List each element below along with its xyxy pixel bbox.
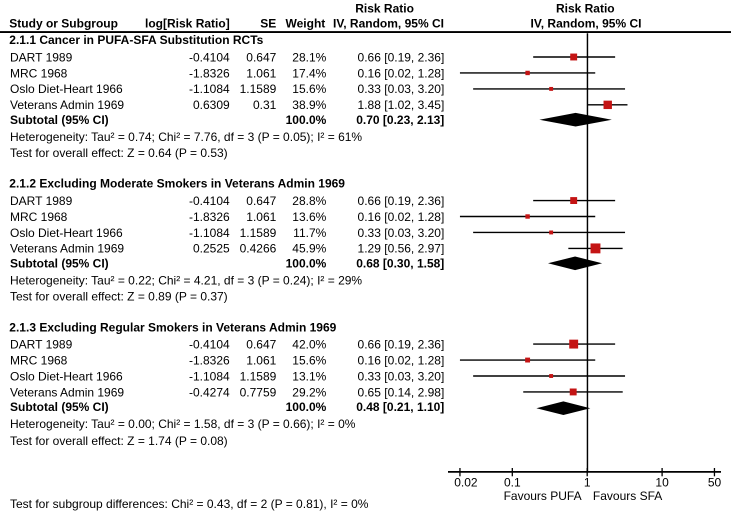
svg-text:0.68 [0.30, 1.58]: 0.68 [0.30, 1.58] (356, 256, 444, 270)
svg-text:0.16 [0.02, 1.28]: 0.16 [0.02, 1.28] (358, 66, 445, 80)
svg-text:1.1589: 1.1589 (240, 82, 277, 96)
svg-text:13.1%: 13.1% (292, 369, 326, 383)
svg-text:Test for subgroup differences:: Test for subgroup differences: Chi² = 0.… (10, 497, 369, 511)
svg-text:IV, Random, 95% CI: IV, Random, 95% CI (333, 16, 444, 30)
svg-text:Favours SFA: Favours SFA (593, 489, 662, 503)
svg-text:0.66 [0.19, 2.36]: 0.66 [0.19, 2.36] (358, 50, 445, 64)
svg-text:100.0%: 100.0% (286, 256, 327, 270)
svg-text:0.16 [0.02, 1.28]: 0.16 [0.02, 1.28] (358, 210, 445, 224)
svg-text:DART 1989: DART 1989 (10, 337, 73, 351)
svg-text:1.061: 1.061 (246, 210, 276, 224)
svg-text:log[Risk Ratio]: log[Risk Ratio] (145, 16, 230, 30)
svg-text:0.16 [0.02, 1.28]: 0.16 [0.02, 1.28] (358, 353, 445, 367)
svg-text:-1.1084: -1.1084 (189, 369, 230, 383)
svg-text:Test for overall effect: Z = 1: Test for overall effect: Z = 1.74 (P = 0… (10, 434, 228, 448)
svg-text:IV, Random, 95% CI: IV, Random, 95% CI (531, 16, 642, 30)
svg-text:Test for overall effect: Z = 0: Test for overall effect: Z = 0.89 (P = 0… (10, 290, 228, 304)
svg-text:1.29 [0.56, 2.97]: 1.29 [0.56, 2.97] (358, 242, 445, 256)
svg-text:Risk Ratio: Risk Ratio (556, 2, 615, 16)
svg-text:-1.8326: -1.8326 (189, 66, 230, 80)
svg-text:0.66 [0.19, 2.36]: 0.66 [0.19, 2.36] (358, 337, 445, 351)
svg-text:10: 10 (655, 475, 669, 489)
svg-text:Subtotal (95% CI): Subtotal (95% CI) (10, 113, 109, 127)
svg-text:Oslo Diet-Heart 1966: Oslo Diet-Heart 1966 (10, 82, 123, 96)
svg-text:Heterogeneity: Tau² = 0.00; Ch: Heterogeneity: Tau² = 0.00; Chi² = 1.58,… (10, 417, 356, 431)
svg-text:0.647: 0.647 (246, 50, 276, 64)
svg-text:-0.4104: -0.4104 (189, 337, 230, 351)
svg-text:100.0%: 100.0% (286, 113, 327, 127)
svg-text:0.33 [0.03, 3.20]: 0.33 [0.03, 3.20] (358, 82, 445, 96)
svg-text:42.0%: 42.0% (292, 337, 326, 351)
svg-text:-0.4274: -0.4274 (189, 385, 230, 399)
svg-text:Test for overall effect: Z = 0: Test for overall effect: Z = 0.64 (P = 0… (10, 146, 228, 160)
svg-text:0.647: 0.647 (246, 194, 276, 208)
svg-text:1.1589: 1.1589 (240, 369, 277, 383)
svg-text:0.31: 0.31 (253, 98, 277, 112)
svg-text:0.6309: 0.6309 (193, 98, 230, 112)
svg-text:15.6%: 15.6% (292, 82, 326, 96)
svg-text:DART 1989: DART 1989 (10, 194, 73, 208)
svg-text:0.65 [0.14, 2.98]: 0.65 [0.14, 2.98] (358, 385, 445, 399)
svg-text:Oslo Diet-Heart 1966: Oslo Diet-Heart 1966 (10, 369, 123, 383)
svg-text:0.48 [0.21, 1.10]: 0.48 [0.21, 1.10] (356, 400, 444, 414)
svg-text:28.8%: 28.8% (292, 194, 326, 208)
svg-text:0.4266: 0.4266 (240, 242, 277, 256)
svg-text:-1.8326: -1.8326 (189, 353, 230, 367)
svg-text:38.9%: 38.9% (292, 98, 326, 112)
svg-text:-1.1084: -1.1084 (189, 226, 230, 240)
svg-text:Veterans Admin 1969: Veterans Admin 1969 (10, 385, 124, 399)
svg-text:100.0%: 100.0% (286, 400, 327, 414)
svg-text:Oslo Diet-Heart 1966: Oslo Diet-Heart 1966 (10, 226, 123, 240)
svg-text:MRC 1968: MRC 1968 (10, 66, 68, 80)
svg-text:45.9%: 45.9% (292, 242, 326, 256)
svg-text:2.1.2 Excluding Moderate Smoke: 2.1.2 Excluding Moderate Smokers in Vete… (9, 177, 345, 191)
svg-text:Study or Subgroup: Study or Subgroup (9, 16, 118, 30)
svg-text:11.7%: 11.7% (293, 226, 326, 240)
svg-text:1: 1 (584, 475, 591, 489)
svg-text:-0.4104: -0.4104 (189, 50, 230, 64)
svg-text:1.88 [1.02, 3.45]: 1.88 [1.02, 3.45] (358, 98, 445, 112)
svg-text:Heterogeneity: Tau² = 0.74; Ch: Heterogeneity: Tau² = 0.74; Chi² = 7.76,… (10, 130, 362, 144)
svg-text:Subtotal (95% CI): Subtotal (95% CI) (10, 400, 109, 414)
svg-text:SE: SE (260, 16, 276, 30)
svg-text:0.647: 0.647 (246, 337, 276, 351)
svg-text:2.1.1 Cancer in PUFA-SFA Subst: 2.1.1 Cancer in PUFA-SFA Substitution RC… (9, 33, 263, 47)
svg-text:1.061: 1.061 (246, 66, 276, 80)
svg-text:15.6%: 15.6% (292, 353, 326, 367)
svg-text:0.33 [0.03, 3.20]: 0.33 [0.03, 3.20] (358, 369, 445, 383)
svg-text:DART 1989: DART 1989 (10, 50, 73, 64)
svg-text:Veterans Admin 1969: Veterans Admin 1969 (10, 242, 124, 256)
svg-text:28.1%: 28.1% (292, 50, 326, 64)
svg-text:13.6%: 13.6% (292, 210, 326, 224)
svg-text:0.2525: 0.2525 (193, 242, 230, 256)
svg-text:29.2%: 29.2% (292, 385, 326, 399)
svg-text:Veterans Admin 1969: Veterans Admin 1969 (10, 98, 124, 112)
svg-text:2.1.3 Excluding Regular Smoker: 2.1.3 Excluding Regular Smokers in Veter… (9, 320, 336, 334)
svg-text:Favours PUFA: Favours PUFA (504, 489, 582, 503)
svg-text:0.1: 0.1 (504, 475, 521, 489)
svg-text:-0.4104: -0.4104 (189, 194, 230, 208)
svg-text:0.02: 0.02 (454, 475, 478, 489)
svg-text:1.1589: 1.1589 (240, 226, 277, 240)
svg-text:50: 50 (708, 475, 722, 489)
svg-text:Risk Ratio: Risk Ratio (355, 2, 414, 16)
svg-text:0.33 [0.03, 3.20]: 0.33 [0.03, 3.20] (358, 226, 445, 240)
svg-text:1.061: 1.061 (246, 353, 276, 367)
svg-text:Heterogeneity: Tau² = 0.22; Ch: Heterogeneity: Tau² = 0.22; Chi² = 4.21,… (10, 274, 362, 288)
svg-text:MRC 1968: MRC 1968 (10, 353, 68, 367)
svg-text:17.4%: 17.4% (292, 66, 326, 80)
svg-text:0.70 [0.23, 2.13]: 0.70 [0.23, 2.13] (356, 113, 444, 127)
svg-text:-1.1084: -1.1084 (189, 82, 230, 96)
svg-text:0.7759: 0.7759 (240, 385, 277, 399)
svg-text:MRC 1968: MRC 1968 (10, 210, 68, 224)
svg-text:0.66 [0.19, 2.36]: 0.66 [0.19, 2.36] (358, 194, 445, 208)
svg-text:-1.8326: -1.8326 (189, 210, 230, 224)
svg-text:Subtotal (95% CI): Subtotal (95% CI) (10, 256, 109, 270)
svg-text:Weight: Weight (286, 16, 326, 30)
